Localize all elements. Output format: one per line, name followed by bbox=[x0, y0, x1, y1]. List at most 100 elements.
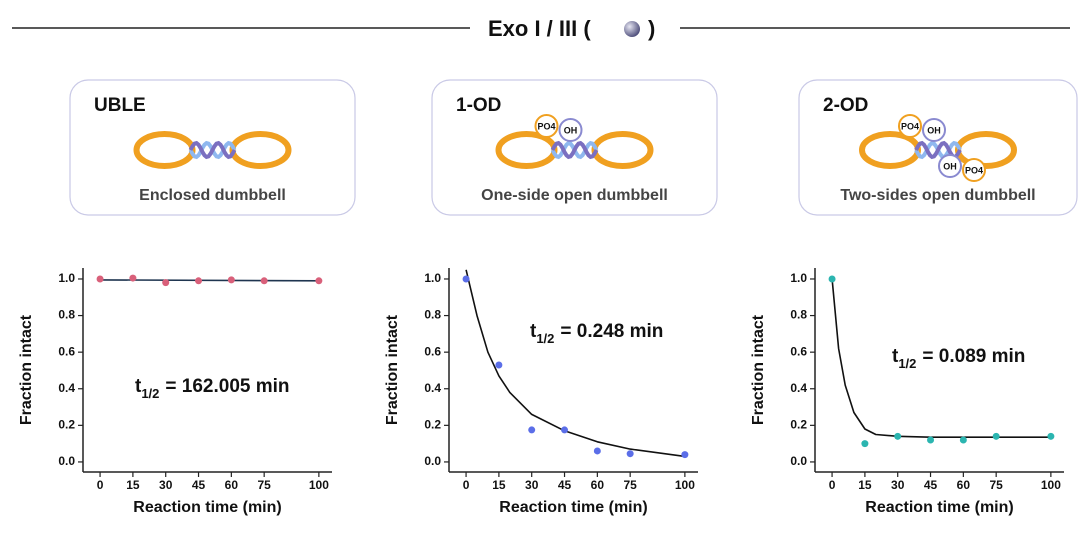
x-axis-title: Reaction time (min) bbox=[865, 499, 1013, 516]
tag-label: PO4 bbox=[965, 165, 983, 175]
x-tick-label: 0 bbox=[97, 478, 104, 492]
data-point bbox=[462, 275, 470, 283]
y-tick-label: 0.6 bbox=[424, 344, 441, 358]
data-point bbox=[315, 277, 323, 285]
data-point bbox=[561, 426, 569, 434]
annotation-text: = 0.248 min bbox=[560, 321, 663, 342]
x-tick-label: 100 bbox=[675, 478, 695, 492]
panel-label: 2-OD bbox=[823, 95, 868, 116]
x-tick-label: 100 bbox=[1041, 478, 1061, 492]
data-point bbox=[927, 436, 935, 444]
y-tick-label: 0.6 bbox=[790, 344, 807, 358]
dna-strand bbox=[188, 140, 237, 160]
tag-circle bbox=[922, 118, 946, 142]
tag-circle bbox=[898, 114, 922, 138]
x-tick-label: 0 bbox=[829, 478, 836, 492]
chart: 0.0 0.2 0.4 0.6 0.8 1.0 0 15 30 45 60 75 100 Reaction… bbox=[750, 268, 1064, 516]
y-tick-label: 0.6 bbox=[58, 344, 75, 358]
data-point bbox=[129, 274, 137, 282]
data-point bbox=[528, 426, 536, 434]
tag-label: PO4 bbox=[537, 121, 555, 131]
x-tick-label: 15 bbox=[126, 478, 140, 492]
x-tick-label: 45 bbox=[192, 478, 206, 492]
x-tick-label: 45 bbox=[558, 478, 572, 492]
x-tick-label: 15 bbox=[858, 478, 872, 492]
data-point bbox=[1047, 432, 1055, 440]
panel: UBLE Enclosed dumbbell bbox=[69, 79, 356, 216]
y-tick-label: 0.2 bbox=[790, 418, 807, 432]
annotation-subscript: 1/2 bbox=[536, 331, 554, 346]
panel-caption: Enclosed dumbbell bbox=[139, 187, 286, 204]
data-point bbox=[593, 447, 601, 455]
data-point bbox=[162, 279, 170, 287]
fit-curve bbox=[831, 278, 1051, 438]
data-point bbox=[959, 436, 967, 444]
enzyme-icon bbox=[624, 21, 640, 37]
data-point bbox=[894, 432, 902, 440]
panel-label: 1-OD bbox=[456, 95, 501, 116]
tag-label: OH bbox=[564, 125, 578, 135]
x-tick-label: 75 bbox=[623, 478, 637, 492]
annotation-symbol: t bbox=[530, 321, 537, 342]
annotation-subscript: 1/2 bbox=[141, 386, 159, 401]
y-tick-label: 0.4 bbox=[58, 381, 75, 395]
tag-label: OH bbox=[927, 125, 941, 135]
data-point bbox=[828, 275, 836, 283]
data-point bbox=[992, 432, 1000, 440]
annotation-symbol: t bbox=[892, 346, 899, 367]
y-tick-label: 0.4 bbox=[424, 381, 441, 395]
annotation-text: = 0.089 min bbox=[922, 346, 1025, 367]
header-title-end: ) bbox=[648, 16, 655, 41]
y-tick-label: 0.2 bbox=[424, 418, 441, 432]
header-title: Exo I / III ( bbox=[488, 16, 591, 41]
x-tick-label: 60 bbox=[225, 478, 239, 492]
annotation: t1/2 = 0.248 min bbox=[530, 321, 663, 346]
tag-circle bbox=[558, 118, 583, 142]
y-tick-label: 1.0 bbox=[424, 271, 441, 285]
y-tick-label: 0.8 bbox=[58, 308, 75, 322]
panel: 1-OD One-side open dumbbell PO4 OH bbox=[431, 79, 718, 216]
y-tick-label: 0.8 bbox=[790, 308, 807, 322]
x-tick-label: 60 bbox=[591, 478, 605, 492]
y-axis-title: Fraction intact bbox=[18, 314, 35, 425]
panel-caption: Two-sides open dumbbell bbox=[840, 187, 1035, 204]
annotation-symbol: t bbox=[135, 376, 142, 397]
fit-curve bbox=[100, 279, 319, 282]
tag-label: OH bbox=[943, 161, 957, 171]
x-tick-label: 60 bbox=[957, 478, 971, 492]
annotation-subscript: 1/2 bbox=[898, 356, 916, 371]
x-tick-label: 75 bbox=[257, 478, 271, 492]
y-tick-label: 0.2 bbox=[58, 418, 75, 432]
x-axis-title: Reaction time (min) bbox=[499, 499, 647, 516]
y-tick-label: 0.4 bbox=[790, 381, 807, 395]
y-tick-label: 0.8 bbox=[424, 308, 441, 322]
annotation: t1/2 = 162.005 min bbox=[135, 376, 290, 401]
data-point bbox=[227, 276, 235, 284]
y-tick-label: 0.0 bbox=[424, 454, 441, 468]
data-point bbox=[861, 440, 869, 448]
tag-circle bbox=[534, 114, 559, 138]
panel: 2-OD Two-sides open dumbbell PO4 OH OH PO4 bbox=[798, 79, 1078, 216]
chart: 0.0 0.2 0.4 0.6 0.8 1.0 0 15 30 45 60 75 100 Reaction… bbox=[18, 268, 332, 516]
x-tick-label: 45 bbox=[924, 478, 938, 492]
tag-label: PO4 bbox=[901, 121, 919, 131]
y-tick-label: 0.0 bbox=[790, 454, 807, 468]
tag-circle bbox=[962, 158, 986, 182]
data-point bbox=[681, 451, 689, 459]
tag-circle bbox=[938, 154, 962, 178]
y-axis-title: Fraction intact bbox=[384, 314, 401, 425]
data-point bbox=[260, 277, 268, 285]
y-tick-label: 1.0 bbox=[58, 271, 75, 285]
y-tick-label: 0.0 bbox=[58, 454, 75, 468]
x-tick-label: 100 bbox=[309, 478, 329, 492]
data-point bbox=[195, 277, 203, 285]
annotation-text: = 162.005 min bbox=[165, 376, 289, 397]
x-tick-label: 30 bbox=[159, 478, 173, 492]
x-axis-title: Reaction time (min) bbox=[133, 499, 281, 516]
data-point bbox=[626, 450, 634, 458]
data-point bbox=[495, 361, 503, 369]
x-tick-label: 75 bbox=[989, 478, 1003, 492]
y-axis-title: Fraction intact bbox=[750, 314, 767, 425]
x-tick-label: 0 bbox=[463, 478, 470, 492]
